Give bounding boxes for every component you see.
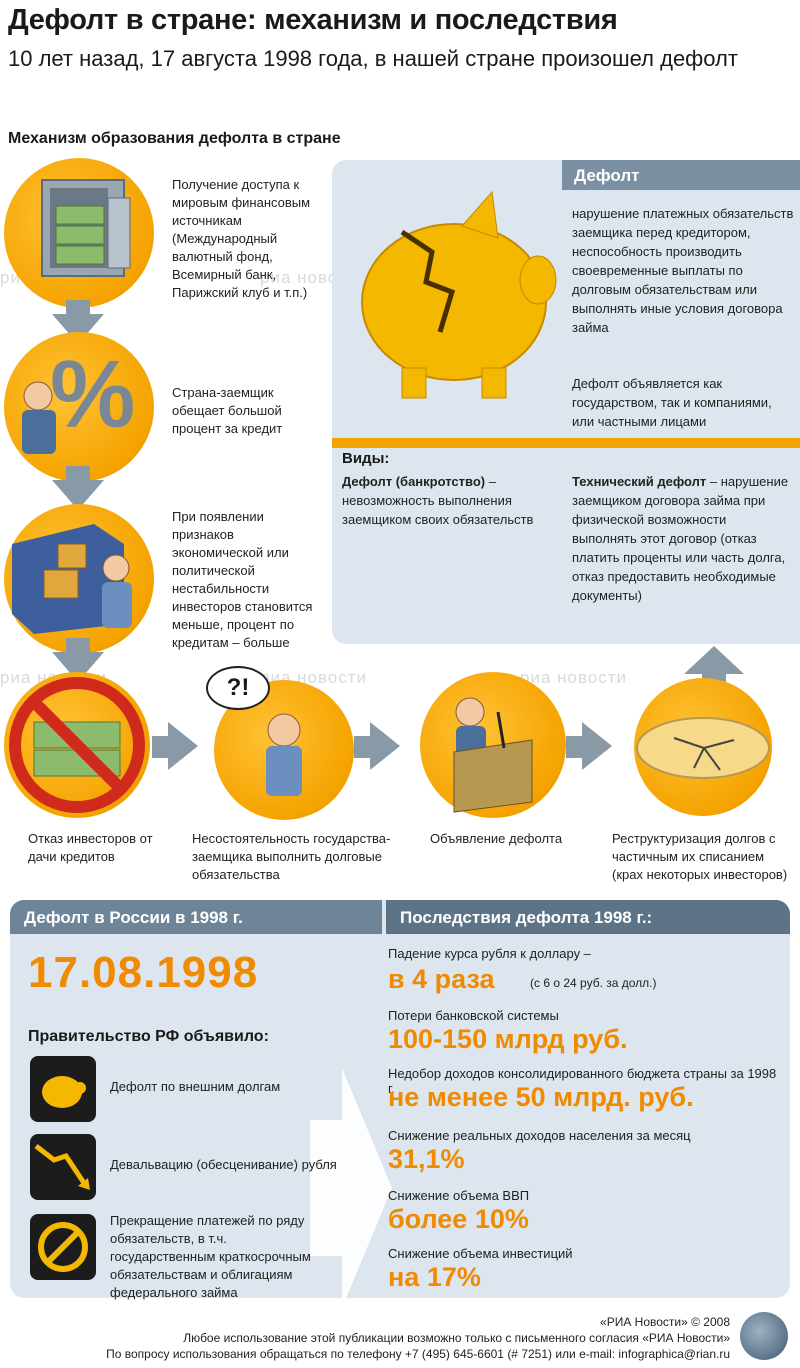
footer-copyright: «РИА Новости» © 2008 xyxy=(600,1315,730,1329)
default-definition: нарушение платежных обязательств заемщик… xyxy=(572,206,794,335)
up-arrow-icon xyxy=(684,646,744,674)
cons-label-2: Потери банковской системы xyxy=(388,1008,559,1023)
russia-heading: Дефолт в России в 1998 г. xyxy=(10,900,382,934)
piggy-bank-icon xyxy=(30,1056,96,1122)
consequences-heading: Последствия дефолта 1998 г.: xyxy=(386,900,790,934)
gov-item-3: Прекращение платежей по ряду обязательст… xyxy=(110,1213,311,1300)
safe-icon xyxy=(41,179,131,277)
type2-desc: – нарушение заемщиком договора займа при… xyxy=(572,474,789,603)
down-arrow-stem xyxy=(66,300,90,316)
type2-name: Технический дефолт xyxy=(572,474,707,489)
flow4-label: Реструктуризация долгов с частичным их с… xyxy=(612,831,788,882)
cons-label-6: Снижение объема инвестиций xyxy=(388,1246,573,1261)
cracked-coin-icon xyxy=(636,717,770,779)
right-arrow-stem xyxy=(152,736,170,758)
cons-value-2: 100-150 млрд руб. xyxy=(388,1024,628,1054)
flow1-label: Отказ инвесторов от дачи кредитов xyxy=(28,831,153,864)
cons-value-1: в 4 раза xyxy=(388,964,495,994)
big-arrow-stem xyxy=(310,1120,344,1256)
cons-value-5: более 10% xyxy=(388,1204,529,1234)
down-arrow-stem xyxy=(66,638,90,654)
types-divider xyxy=(332,438,800,448)
gov-item-2: Девальвацию (обесценивание) рубля xyxy=(110,1157,337,1172)
cons-value-6: на 17% xyxy=(388,1262,481,1292)
type1-name: Дефолт (банкротство) xyxy=(342,474,486,489)
step2-circle: % xyxy=(4,332,154,482)
type1-text: Дефолт (банкротство) – невозможность вып… xyxy=(342,472,542,529)
gov-heading: Правительство РФ объявило: xyxy=(28,1028,269,1045)
gov-item-1: Дефолт по внешним долгам xyxy=(110,1079,281,1094)
flow3-circle xyxy=(420,672,566,818)
step2-text: Страна-заемщик обещает большой процент з… xyxy=(172,385,283,436)
page-subtitle: 10 лет назад, 17 августа 1998 года, в на… xyxy=(8,46,738,71)
cons-label-4: Снижение реальных доходов населения за м… xyxy=(388,1128,691,1143)
big-arrow-icon xyxy=(342,1068,392,1308)
question-bubble: ?! xyxy=(206,666,270,710)
no-money-icon xyxy=(9,677,145,813)
confused-person-icon xyxy=(266,713,302,796)
ria-logo-icon xyxy=(740,1312,788,1360)
person-icon xyxy=(22,381,56,454)
flow3-label: Объявление дефолта xyxy=(430,831,563,846)
right-arrow-stem xyxy=(566,736,584,758)
step1-text: Получение доступа к мировым финансовым и… xyxy=(172,177,311,300)
falling-chart-icon xyxy=(30,1134,96,1200)
watermark-text: риа новости xyxy=(520,668,628,687)
cons-note-1: (с 6 о 24 руб. за долл.) xyxy=(530,976,657,990)
cons-label-1: Падение курса рубля к доллару – xyxy=(388,946,591,961)
broken-piggy-bank-icon xyxy=(361,190,557,399)
cons-label-5: Снижение объема ВВП xyxy=(388,1188,530,1203)
step1-circle xyxy=(4,158,154,308)
stop-sign-icon xyxy=(30,1214,96,1280)
default-panel: Дефолт нарушение платежных обязательств … xyxy=(332,160,800,644)
flow4-circle xyxy=(634,678,772,816)
footer-line-2: По вопросу использования обращаться по т… xyxy=(106,1347,730,1361)
percent-icon: % xyxy=(50,341,136,448)
types-heading: Виды: xyxy=(342,450,390,467)
page-title: Дефолт в стране: механизм и последствия xyxy=(8,4,618,36)
cons-value-4: 31,1% xyxy=(388,1144,465,1174)
flow1-circle xyxy=(4,672,150,818)
right-arrow-stem xyxy=(354,736,372,758)
mechanism-title: Механизм образования дефолта в стране xyxy=(8,130,341,147)
right-arrow-icon xyxy=(168,722,198,770)
bottom-panel: Дефолт в России в 1998 г. Последствия де… xyxy=(10,900,790,1308)
right-arrow-icon xyxy=(582,722,612,770)
type1-desc: – невозможность выполнения заемщиком сво… xyxy=(342,474,534,527)
truck-icon xyxy=(12,524,132,634)
flow2-label: Несостоятельность государства-заемщика в… xyxy=(192,831,391,882)
type2-text: Технический дефолт – нарушение заемщиком… xyxy=(572,472,794,605)
cons-label-3: Недобор доходов консолидированного бюдже… xyxy=(388,1066,777,1096)
default-date: 17.08.1998 xyxy=(28,948,259,997)
cons-value-3: не менее 50 млрд. руб. xyxy=(388,1082,694,1112)
default-heading: Дефолт xyxy=(562,160,800,190)
down-arrow-stem xyxy=(66,466,90,482)
footer-line-1: Любое использование этой публикации возм… xyxy=(183,1331,730,1345)
podium-speaker-icon xyxy=(453,697,533,813)
default-declared-by: Дефолт объявляется как государством, так… xyxy=(572,376,772,429)
right-arrow-icon xyxy=(370,722,400,770)
step3-text: При появлении признаков экономической ил… xyxy=(172,509,313,650)
step3-circle xyxy=(4,504,154,654)
